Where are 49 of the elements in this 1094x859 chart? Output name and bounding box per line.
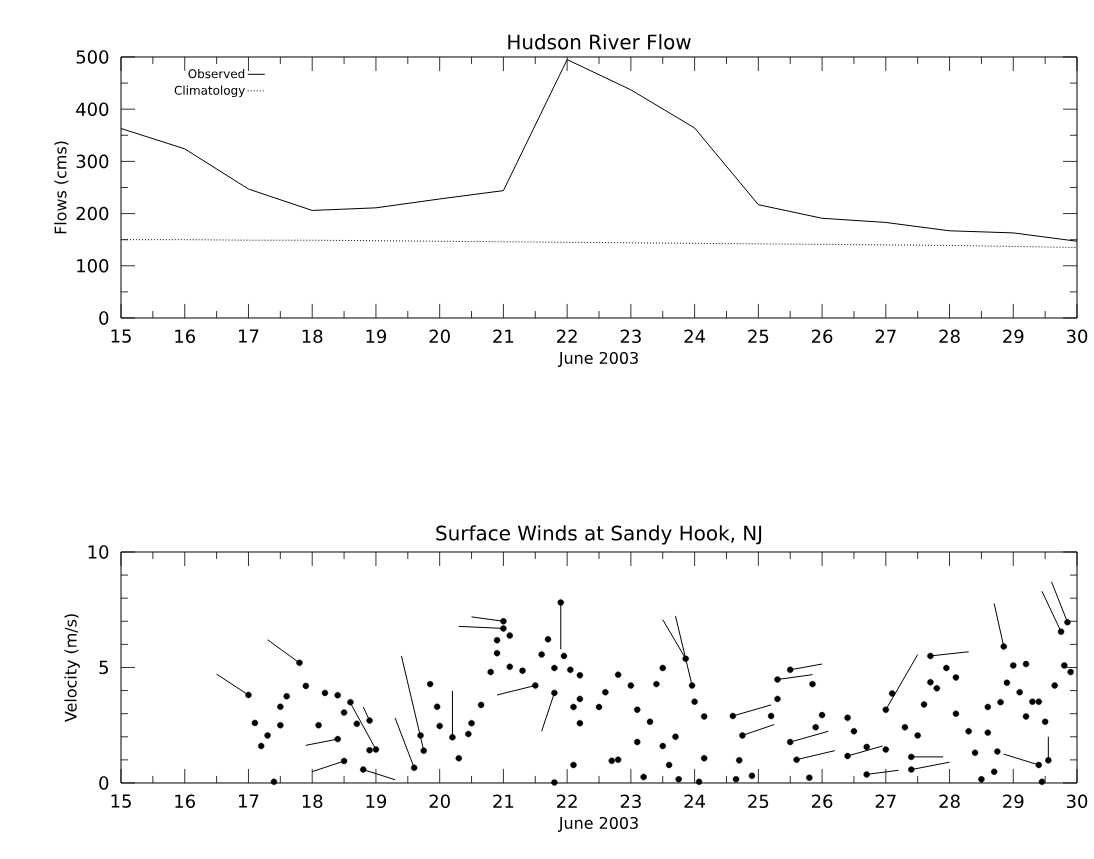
y-tick-label: 200 (76, 206, 109, 221)
x-axis-title: June 2003 (558, 816, 638, 832)
x-tick-label: 30 (1066, 794, 1088, 809)
x-tick-label: 27 (875, 329, 896, 343)
legend-label: Climatology (174, 85, 245, 98)
legend-label: Observed (188, 69, 245, 79)
x-tick-label: 19 (366, 329, 387, 344)
x-axis-title: June 2003 (558, 351, 638, 367)
x-tick-label: 29 (1003, 794, 1024, 809)
x-tick-label: 18 (302, 794, 323, 809)
x-tick-label: 24 (684, 329, 706, 343)
x-tick-label: 16 (175, 794, 196, 809)
y-axis-title: Velocity (m/s) (64, 614, 80, 722)
x-tick-label: 28 (939, 794, 960, 809)
x-tick-label: 17 (239, 329, 259, 343)
y-tick-label: 10 (88, 545, 109, 559)
y-tick-label: 5 (99, 660, 108, 675)
x-tick-label: 30 (1066, 329, 1088, 344)
x-tick-label: 21 (493, 794, 514, 808)
x-tick-label: 26 (811, 329, 833, 344)
y-axis-title: Flows (cms) (54, 141, 69, 234)
chart-title: Surface Winds at Sandy Hook, NJ (436, 525, 762, 545)
x-tick-label: 17 (239, 794, 259, 808)
x-tick-label: 26 (811, 794, 833, 809)
x-tick-label: 20 (429, 794, 450, 809)
x-tick-label: 19 (366, 794, 387, 809)
x-tick-label: 27 (875, 794, 896, 808)
y-tick-label: 400 (76, 102, 109, 116)
y-tick-label: 100 (77, 259, 109, 273)
x-tick-label: 25 (748, 794, 769, 809)
x-tick-label: 15 (111, 794, 131, 808)
y-tick-label: 0 (99, 311, 109, 325)
x-tick-label: 29 (1003, 329, 1024, 344)
x-tick-label: 16 (175, 329, 196, 344)
x-tick-label: 28 (939, 329, 960, 344)
x-tick-label: 23 (620, 794, 641, 809)
x-tick-label: 20 (429, 329, 450, 344)
chart-title: Hudson River Flow (508, 34, 691, 50)
x-tick-label: 23 (620, 329, 641, 344)
y-tick-label: 500 (76, 50, 109, 64)
x-tick-label: 24 (684, 794, 706, 808)
x-tick-label: 21 (493, 329, 514, 343)
x-tick-label: 18 (302, 329, 323, 344)
x-tick-label: 25 (748, 329, 769, 344)
y-tick-label: 0 (99, 776, 109, 790)
x-tick-label: 15 (111, 329, 131, 343)
y-tick-label: 300 (76, 154, 109, 169)
x-tick-label: 22 (557, 329, 577, 343)
x-tick-label: 22 (557, 794, 577, 808)
